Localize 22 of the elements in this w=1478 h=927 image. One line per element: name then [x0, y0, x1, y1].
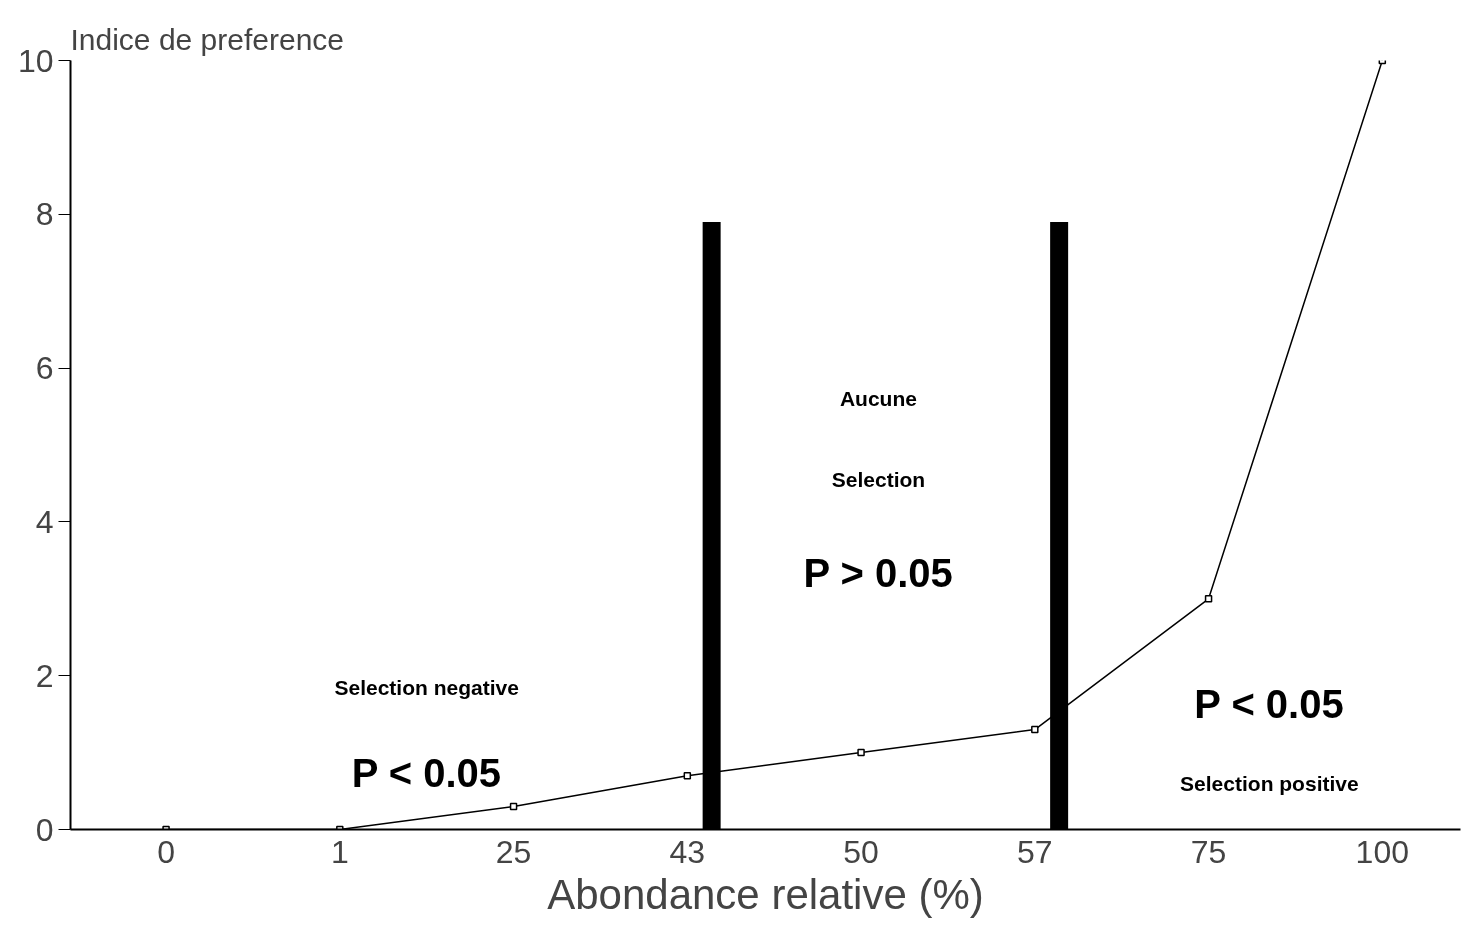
x-tick-label: 50 — [843, 833, 879, 870]
annotation: Selection — [831, 468, 926, 492]
annotation: Selection negative — [334, 675, 519, 699]
x-tick-label: 100 — [1355, 833, 1410, 870]
y-tick-label: 2 — [35, 657, 54, 694]
y-tick-label: 6 — [35, 350, 54, 387]
x-tick-label: 0 — [157, 833, 175, 870]
x-axis-title: Abondance relative (%) — [547, 870, 984, 918]
x-tick-label: 1 — [330, 833, 349, 870]
x-tick-label: 25 — [495, 833, 532, 870]
y-tick-label: 8 — [35, 196, 54, 233]
y-axis-title: Indice de preference — [70, 22, 345, 56]
annotation: P > 0.05 — [803, 550, 953, 595]
y-tick-label: 10 — [17, 42, 54, 79]
annotation: P < 0.05 — [1194, 681, 1344, 726]
annotation: P < 0.05 — [351, 750, 502, 795]
y-tick-label: 4 — [35, 503, 54, 540]
x-tick-label: 43 — [669, 833, 706, 870]
annotation: Selection positive — [1180, 771, 1359, 795]
annotation: Aucune — [839, 387, 917, 411]
x-tick-label: 57 — [1017, 833, 1053, 870]
x-tick-label: 75 — [1190, 833, 1227, 870]
